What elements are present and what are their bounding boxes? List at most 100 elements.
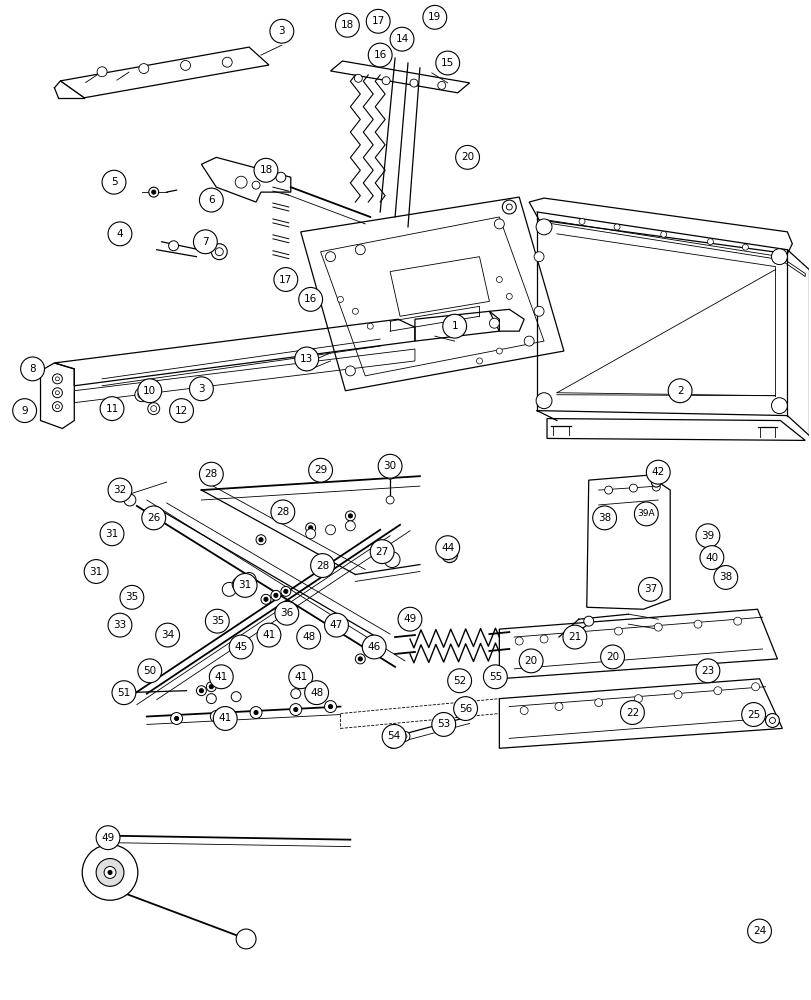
Circle shape <box>642 504 650 512</box>
Text: 39: 39 <box>701 531 714 541</box>
Circle shape <box>370 540 393 564</box>
Circle shape <box>594 699 602 707</box>
Circle shape <box>235 176 247 188</box>
Circle shape <box>231 692 241 702</box>
Circle shape <box>646 460 669 484</box>
Circle shape <box>96 826 120 850</box>
Circle shape <box>254 711 258 715</box>
Circle shape <box>324 701 336 713</box>
Circle shape <box>209 685 213 689</box>
Circle shape <box>713 687 721 695</box>
Circle shape <box>629 484 637 492</box>
Circle shape <box>520 707 527 715</box>
Circle shape <box>695 524 719 548</box>
Circle shape <box>305 529 315 539</box>
Text: 11: 11 <box>105 404 118 414</box>
Circle shape <box>345 366 355 376</box>
Circle shape <box>260 594 271 604</box>
Circle shape <box>751 683 758 691</box>
Circle shape <box>378 454 401 478</box>
Circle shape <box>518 649 543 673</box>
Circle shape <box>620 701 644 724</box>
Text: 26: 26 <box>147 513 160 523</box>
Circle shape <box>108 222 131 246</box>
Circle shape <box>273 268 298 291</box>
Circle shape <box>358 657 362 661</box>
Circle shape <box>55 391 59 395</box>
Circle shape <box>384 469 395 479</box>
Circle shape <box>290 689 300 699</box>
Circle shape <box>222 57 232 67</box>
Circle shape <box>362 635 386 659</box>
Circle shape <box>770 398 787 414</box>
Circle shape <box>397 607 422 631</box>
Circle shape <box>229 635 253 659</box>
Circle shape <box>97 67 107 77</box>
Text: 1: 1 <box>451 321 457 331</box>
Circle shape <box>84 560 108 583</box>
Circle shape <box>294 347 318 371</box>
Circle shape <box>200 462 223 486</box>
Circle shape <box>304 681 328 705</box>
Text: 28: 28 <box>315 561 328 571</box>
Circle shape <box>455 145 479 169</box>
Text: 7: 7 <box>202 237 208 247</box>
Circle shape <box>271 590 281 600</box>
Circle shape <box>633 502 658 526</box>
Circle shape <box>211 244 227 260</box>
Circle shape <box>296 625 320 649</box>
Circle shape <box>402 734 406 738</box>
Text: 49: 49 <box>403 614 416 624</box>
Text: 53: 53 <box>436 719 450 729</box>
Circle shape <box>275 601 298 625</box>
Text: 8: 8 <box>29 364 36 374</box>
Circle shape <box>53 374 62 384</box>
Circle shape <box>410 79 418 87</box>
Circle shape <box>382 724 406 748</box>
Circle shape <box>574 631 582 639</box>
Circle shape <box>206 682 216 692</box>
Circle shape <box>170 713 182 724</box>
Text: 39A: 39A <box>637 509 654 518</box>
Circle shape <box>138 659 161 683</box>
Circle shape <box>209 665 233 689</box>
Circle shape <box>284 589 287 593</box>
Circle shape <box>108 478 131 502</box>
Circle shape <box>53 402 62 412</box>
Circle shape <box>436 51 459 75</box>
Circle shape <box>13 399 36 423</box>
Circle shape <box>156 623 179 647</box>
Circle shape <box>55 405 59 409</box>
Circle shape <box>174 717 178 720</box>
Text: 17: 17 <box>371 16 384 26</box>
Text: 35: 35 <box>210 616 224 626</box>
Text: 52: 52 <box>453 676 466 686</box>
Text: 23: 23 <box>701 666 714 676</box>
Circle shape <box>257 623 281 647</box>
Circle shape <box>152 190 156 194</box>
Text: 2: 2 <box>676 386 683 396</box>
Circle shape <box>455 703 467 715</box>
Circle shape <box>770 249 787 265</box>
Circle shape <box>290 704 302 716</box>
Circle shape <box>494 219 504 229</box>
Text: 54: 54 <box>387 731 400 741</box>
Circle shape <box>345 511 355 521</box>
Circle shape <box>633 695 642 703</box>
Circle shape <box>654 623 662 631</box>
Circle shape <box>367 323 373 329</box>
Text: 32: 32 <box>114 485 127 495</box>
Circle shape <box>124 494 135 506</box>
Circle shape <box>148 187 158 197</box>
Text: 15: 15 <box>440 58 454 68</box>
Text: 38: 38 <box>719 572 732 582</box>
Text: 47: 47 <box>329 620 343 630</box>
Text: 55: 55 <box>488 672 501 682</box>
Circle shape <box>614 627 622 635</box>
Text: 24: 24 <box>752 926 766 936</box>
Circle shape <box>151 406 157 412</box>
Text: 44: 44 <box>440 543 454 553</box>
Circle shape <box>515 637 522 645</box>
Circle shape <box>673 691 681 699</box>
Circle shape <box>232 577 246 591</box>
